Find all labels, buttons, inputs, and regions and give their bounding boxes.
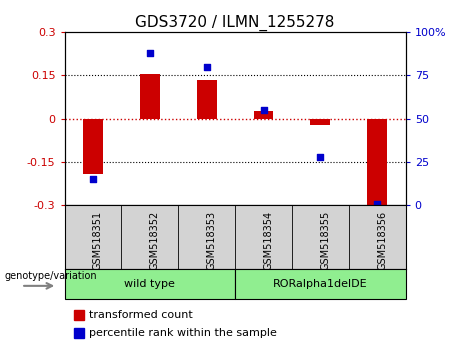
Text: GSM518355: GSM518355: [320, 210, 331, 270]
Bar: [367, 119, 387, 205]
Point: [317, 154, 324, 160]
Text: transformed count: transformed count: [89, 310, 192, 320]
Text: GSM518353: GSM518353: [207, 210, 217, 269]
Point: [373, 201, 381, 206]
Point: [146, 50, 154, 56]
Bar: [140, 74, 160, 119]
Bar: [197, 80, 217, 119]
Text: GSM518356: GSM518356: [377, 210, 387, 269]
Text: GSM518354: GSM518354: [264, 210, 273, 269]
Bar: [310, 119, 331, 125]
Text: percentile rank within the sample: percentile rank within the sample: [89, 328, 277, 338]
Bar: [235, 269, 406, 299]
Text: wild type: wild type: [124, 279, 175, 289]
Text: GSM518352: GSM518352: [150, 210, 160, 270]
Point: [260, 107, 267, 113]
Bar: [83, 119, 103, 173]
Bar: [65, 269, 235, 299]
Text: GSM518351: GSM518351: [93, 210, 103, 269]
Text: genotype/variation: genotype/variation: [5, 270, 97, 280]
Point: [89, 176, 97, 182]
Point: [203, 64, 210, 69]
Bar: [254, 112, 273, 119]
Text: RORalpha1delDE: RORalpha1delDE: [273, 279, 368, 289]
Title: GDS3720 / ILMN_1255278: GDS3720 / ILMN_1255278: [136, 14, 335, 30]
